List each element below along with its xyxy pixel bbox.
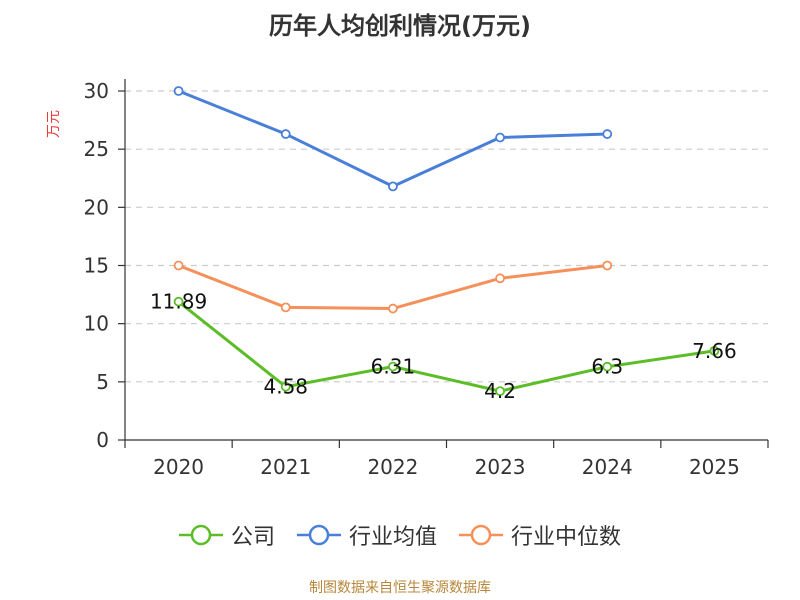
- data-point-industry-median: [495, 273, 505, 284]
- x-tick-label: 2024: [582, 455, 633, 479]
- y-tick-label: 30: [84, 79, 109, 103]
- data-label-company: 4.2: [484, 379, 516, 403]
- legend-item-industry-median[interactable]: 行业中位数: [459, 519, 621, 551]
- legend-label-industry-mean: 行业均值: [348, 525, 437, 550]
- data-point-industry-median: [173, 260, 184, 271]
- data-label-company: 4.58: [263, 375, 308, 399]
- data-point-industry-median: [280, 302, 291, 313]
- y-tick-label: 15: [84, 254, 109, 278]
- data-point-industry-mean: [173, 86, 184, 96]
- data-point-company: [173, 296, 184, 307]
- data-point-company: [388, 361, 398, 372]
- series-line-industry-median: [178, 264, 608, 311]
- y-tick-label: 5: [96, 370, 109, 394]
- x-tick-label: 2021: [260, 455, 311, 479]
- legend-item-company[interactable]: 公司: [178, 519, 275, 551]
- data-point-company: [709, 345, 720, 356]
- x-tick-label: 2022: [367, 455, 418, 479]
- data-point-industry-mean: [388, 181, 398, 192]
- data-source-note: 制图数据来自恒生聚源数据库: [309, 580, 491, 596]
- legend: 公司 行业均值 行业中位数: [0, 519, 800, 551]
- series-line-industry-mean: [178, 89, 608, 188]
- x-tick-label: 2020: [153, 455, 204, 479]
- data-point-company: [602, 361, 613, 372]
- data-point-company: [280, 381, 291, 392]
- y-tick-label: 25: [84, 137, 109, 161]
- data-label-company: 6.31: [371, 355, 416, 379]
- data-label-company: 11.89: [150, 290, 207, 314]
- legend-company-marker-icon: [178, 524, 223, 546]
- data-point-industry-median: [388, 303, 398, 314]
- series-line-company: [177, 300, 715, 393]
- y-tick-label: 20: [84, 195, 109, 219]
- legend-label-company: 公司: [230, 525, 275, 550]
- data-point-industry-mean: [602, 129, 613, 139]
- data-point-industry-median: [602, 260, 613, 271]
- x-tick-label: 2023: [475, 455, 526, 479]
- legend-label-industry-median: 行业中位数: [511, 525, 622, 550]
- legend-item-industry-mean[interactable]: 行业均值: [296, 519, 437, 551]
- data-point-company: [495, 386, 505, 397]
- data-point-industry-mean: [495, 132, 505, 143]
- y-tick-label: 0: [96, 428, 109, 452]
- legend-industry-median-marker-icon: [459, 524, 503, 546]
- x-tick-label: 2025: [689, 455, 740, 479]
- chart-title: 历年人均创利情况(万元): [269, 12, 531, 40]
- data-label-company: 7.66: [692, 339, 737, 363]
- data-point-industry-mean: [280, 129, 291, 139]
- legend-industry-mean-marker-icon: [296, 524, 341, 546]
- data-label-company: 6.3: [591, 355, 623, 379]
- y-tick-label: 10: [84, 312, 109, 336]
